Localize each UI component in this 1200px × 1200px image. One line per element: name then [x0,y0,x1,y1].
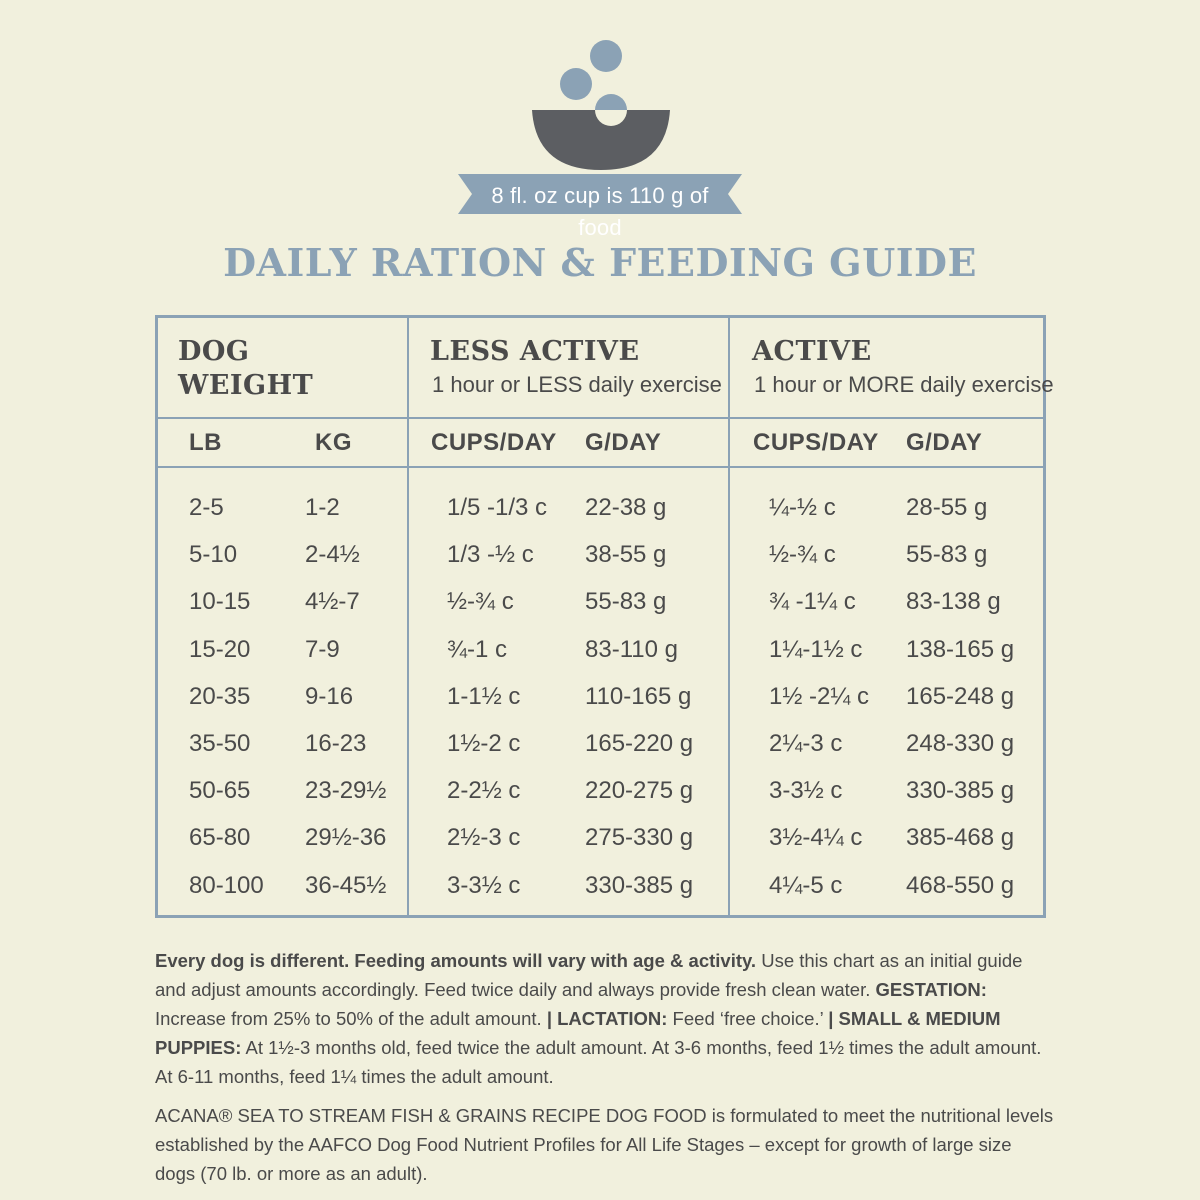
page-title: DAILY RATION & FEEDING GUIDE [223,240,977,285]
table-cell: 15-20 [189,635,251,663]
less-active-header: LESS ACTIVE [430,336,640,367]
table-cell: 50-65 [189,777,251,805]
table-cell: 7-9 [305,635,340,663]
bowl-icon [532,110,670,170]
table-cell: 3-3½ c [447,871,521,899]
table-cell: 4¼-5 c [769,871,843,899]
table-cell: 9-16 [305,682,354,710]
table-cell: 110-165 g [585,682,692,710]
food-ball-in-bowl-icon [595,110,627,126]
table-cell: 275-330 g [585,824,694,852]
feeding-table: DOG WEIGHT LESS ACTIVE 1 hour or LESS da… [155,315,1054,918]
table-cell: 220-275 g [585,777,694,805]
table-cell: 3½-4¼ c [769,824,863,852]
table-cell: 165-248 g [906,682,1015,710]
table-cell: ½-¾ c [769,541,836,569]
aafco-statement: ACANA® SEA TO STREAM FISH & GRAINS RECIP… [155,1105,1054,1184]
column-header-cups-active: CUPS/DAY [753,429,879,456]
table-cell: 1/3 -½ c [447,541,534,569]
row-divider [158,417,1043,419]
table-cell: 83-138 g [906,588,1001,616]
table-cell: 1½-2 c [447,730,521,757]
table-cell: 385-468 g [906,824,1015,852]
ribbon-banner [458,174,742,214]
table-cell: 138-165 g [906,635,1015,663]
table-cell: 1¼-1½ c [769,635,863,663]
food-ball-in-bowl-icon [595,94,627,110]
table-cell: 3-3½ c [769,777,843,805]
table-cell: 330-385 g [585,871,694,899]
table-cell: 55-83 g [906,541,988,569]
table-cell: 1½ -2¼ c [769,682,870,710]
column-header-g-less: G/DAY [585,429,662,456]
table-cell: ¾ -1¼ c [769,588,856,616]
table-cell: 10-15 [189,588,251,616]
table-cell: 36-45½ [305,871,387,899]
table-cell: ¼-½ c [769,494,836,521]
food-ball-icon [560,68,592,100]
table-cell: 165-220 g [585,730,694,757]
feeding-instructions: Every dog is different. Feeding amounts … [155,950,1042,1087]
table-cell: 1-1½ c [447,682,521,710]
table-cell: 38-55 g [585,541,667,569]
table-cell: 1/5 -1/3 c [447,494,548,521]
table-cell: 28-55 g [906,494,988,521]
table-cell: 5-10 [189,541,238,569]
food-bowl-logo [458,40,742,214]
table-cell: 83-110 g [585,635,678,663]
cup-size-note: 8 fl. oz cup is 110 g of food [491,183,709,240]
column-header-lb: LB [189,429,222,456]
table-cell: 23-29½ [305,777,387,805]
column-header-g-active: G/DAY [906,429,983,456]
table-cell: 1-2 [305,494,340,521]
table-cell: 248-330 g [906,730,1015,757]
table-cell: 2-5 [189,494,224,521]
table-cell: 55-83 g [585,588,667,616]
column-header-cups-less: CUPS/DAY [431,429,557,456]
feeding-notes: Every dog is different. Feeding amounts … [155,946,1055,1198]
table-cell: ¾-1 c [447,635,508,663]
table-cell: 2½-3 c [447,824,521,852]
table-cell: 2¼-3 c [769,730,843,757]
column-header-kg: KG [315,429,352,456]
table-cell: 80-100 [189,871,264,899]
active-header: ACTIVE [752,336,872,367]
row-divider [158,466,1043,468]
table-cell: 468-550 g [906,871,1015,899]
table-cell: 65-80 [189,824,251,852]
column-divider [728,318,730,915]
table-cell: 20-35 [189,682,251,710]
table-cell: 330-385 g [906,777,1015,805]
less-active-subtitle: 1 hour or LESS daily exercise [432,372,722,397]
table-cell: 2-2½ c [447,777,521,805]
table-cell: 16-23 [305,730,367,757]
active-subtitle: 1 hour or MORE daily exercise [754,372,1054,397]
table-cell: 2-4½ [305,541,360,569]
food-ball-icon [590,40,622,72]
column-divider [407,318,409,915]
table-cell: 35-50 [189,730,251,757]
table-cell: ½-¾ c [447,588,514,616]
table-cell: 4½-7 [305,588,360,616]
dog-weight-header: DOG WEIGHT [178,336,314,401]
table-cell: 22-38 g [585,494,667,521]
table-cell: 29½-36 [305,824,387,852]
